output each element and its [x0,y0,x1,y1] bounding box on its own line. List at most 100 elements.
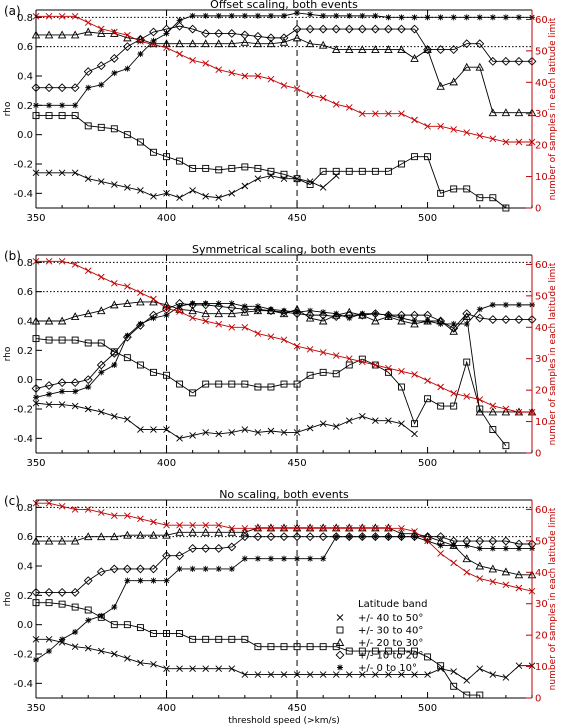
data-point [136,138,144,146]
data-point [358,358,366,366]
data-point [201,527,210,536]
y2-tick-label: 60 [535,15,548,26]
series-line [36,527,532,576]
data-point [279,33,289,43]
series-5 [32,499,536,595]
data-point [450,542,457,549]
data-point [358,167,366,175]
data-point [70,312,80,321]
data-point [424,395,432,403]
data-point [489,14,496,21]
data-point [357,24,367,34]
data-point [241,303,248,310]
data-point [293,643,301,651]
data-point [319,368,327,376]
y-tick-label: 0.2 [17,591,33,602]
data-point [463,320,470,327]
data-point [450,389,458,397]
data-point [253,31,263,41]
data-point [241,524,249,532]
data-point [305,39,315,48]
data-point [58,112,66,120]
data-point [254,643,262,651]
data-point [475,407,485,416]
data-point [149,564,158,574]
data-point [122,564,132,574]
data-point [150,315,157,322]
data-point [411,533,418,540]
data-point [162,530,171,539]
data-point [359,12,366,19]
data-point [123,33,132,42]
data-point [136,530,145,539]
data-point [358,524,366,532]
data-point [307,555,314,562]
data-point [371,316,380,325]
x-tick-label: 400 [157,213,176,224]
legend-label: +/- 40 to 50° [358,613,423,624]
data-point [58,12,66,20]
data-point [372,671,379,678]
data-point [279,309,289,318]
data-point [215,320,223,328]
data-point [279,523,289,532]
series-5 [32,12,536,146]
y2-tick-label: 20 [535,141,548,152]
data-point [163,44,170,52]
data-point [372,524,379,532]
data-point [267,524,275,532]
data-point [293,524,301,532]
data-point [215,194,223,202]
y2-tick-label: 60 [535,260,548,271]
data-point [215,521,223,529]
data-point [344,24,354,34]
data-point [176,435,183,442]
data-point [450,402,458,410]
data-point [489,671,497,678]
data-point [371,647,379,655]
data-point [215,166,223,174]
data-point [85,84,92,91]
data-point [358,647,366,655]
data-point [45,169,53,177]
data-point [267,383,275,391]
data-point [44,587,54,597]
chart-title: Offset scaling, both events [210,0,358,11]
data-point [175,527,184,536]
x-tick-label: 500 [418,703,437,714]
data-point [188,543,198,553]
data-point [331,24,341,34]
data-point [385,312,392,319]
data-point [436,45,446,55]
data-point [241,426,249,433]
data-point [202,521,210,529]
data-point [279,532,289,542]
data-point [44,83,54,93]
data-point [514,570,524,579]
data-point [462,39,472,49]
data-point [84,122,92,130]
series-0 [32,169,340,202]
data-point [254,175,262,182]
y-tick-label: 0.4 [17,72,33,83]
data-point [383,310,393,320]
data-point [267,671,275,678]
data-point [124,332,131,339]
data-point [227,29,237,38]
data-point [450,14,457,21]
data-point [46,391,53,398]
y-tick-label: -0.4 [13,679,33,690]
data-point [345,647,353,655]
y2-tick-label: 50 [535,291,548,302]
data-point [384,45,393,54]
data-point [280,82,288,89]
y-axis-label: rho [3,346,13,361]
data-point [385,364,392,372]
data-point [241,635,249,643]
data-point [267,12,274,19]
data-point [176,380,184,388]
series-5 [32,257,536,416]
data-point [176,630,184,637]
data-point [280,429,288,436]
series-line [35,402,415,439]
